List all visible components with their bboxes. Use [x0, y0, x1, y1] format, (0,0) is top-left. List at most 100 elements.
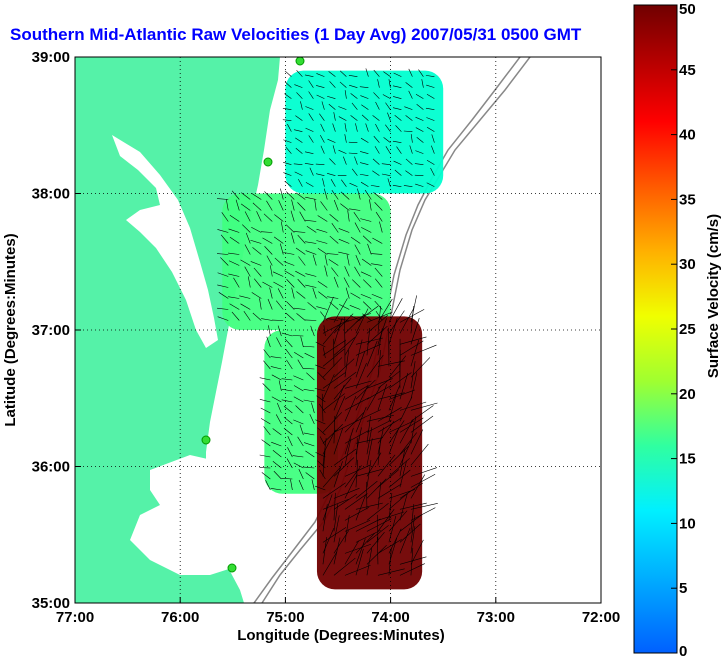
- velocity-vector: [399, 396, 413, 422]
- velocity-vector: [308, 135, 314, 143]
- velocity-vector: [298, 469, 304, 480]
- velocity-vector: [315, 485, 326, 491]
- velocity-vector: [410, 515, 416, 543]
- velocity-vector: [377, 328, 383, 356]
- velocity-vector: [285, 224, 295, 233]
- velocity-vector: [344, 331, 360, 356]
- velocity-vector: [286, 191, 295, 200]
- velocity-vector: [333, 337, 355, 356]
- velocity-vector: [235, 199, 240, 211]
- velocity-vector: [287, 123, 292, 132]
- velocity-vector: [290, 232, 295, 244]
- velocity-vector: [372, 158, 380, 165]
- velocity-vector: [285, 146, 292, 154]
- velocity-vector: [344, 473, 358, 499]
- velocity-vector: [278, 380, 282, 392]
- velocity-vector: [404, 106, 413, 110]
- velocity-vector: [372, 237, 383, 244]
- velocity-vector: [283, 416, 293, 425]
- colorbar-tick-label: 35: [679, 191, 696, 208]
- velocity-vector: [322, 178, 325, 187]
- velocity-vector: [287, 447, 293, 458]
- velocity-vector: [344, 465, 362, 488]
- velocity-vector: [365, 123, 369, 132]
- velocity-vector: [281, 388, 293, 392]
- velocity-vector: [328, 103, 336, 110]
- velocity-vector: [333, 276, 339, 288]
- velocity-vector: [324, 254, 328, 266]
- velocity-vector: [399, 401, 427, 411]
- velocity-vector: [371, 294, 383, 299]
- velocity-vector: [297, 436, 304, 447]
- velocity-vector: [360, 181, 369, 187]
- land-mass: [75, 57, 280, 603]
- velocity-vector: [416, 104, 424, 110]
- velocity-vector: [231, 311, 240, 321]
- velocity-vector: [425, 75, 435, 77]
- velocity-vector: [410, 526, 416, 554]
- velocity-vector: [333, 492, 336, 521]
- velocity-vector: [333, 313, 354, 334]
- velocity-vector: [295, 137, 303, 143]
- velocity-vector: [290, 210, 295, 222]
- velocity-vector: [240, 303, 251, 310]
- colorbar-tick-label: 25: [679, 321, 696, 338]
- velocity-vector: [377, 417, 402, 433]
- velocity-vector: [338, 149, 347, 154]
- x-axis-label: Longitude (Degrees:Minutes): [237, 627, 445, 644]
- velocity-vector: [410, 357, 431, 378]
- velocity-vector: [377, 437, 382, 466]
- velocity-vector: [310, 325, 315, 337]
- velocity-vector: [322, 320, 348, 334]
- velocity-vector: [332, 123, 336, 132]
- velocity-vector: [399, 523, 421, 543]
- velocity-vector: [410, 295, 417, 323]
- velocity-vector: [333, 461, 343, 488]
- velocity-vector: [388, 372, 412, 389]
- velocity-vector: [376, 536, 379, 565]
- velocity-vector: [425, 107, 435, 110]
- velocity-vector: [262, 281, 273, 288]
- velocity-vector: [367, 243, 372, 255]
- velocity-vector: [333, 358, 355, 378]
- radar-station-marker: [227, 563, 237, 573]
- velocity-vector: [291, 199, 295, 211]
- velocity-vector: [305, 284, 317, 288]
- velocity-vector: [355, 362, 367, 389]
- velocity-vector: [321, 101, 325, 110]
- velocity-vector: [381, 163, 391, 165]
- velocity-vector: [293, 231, 306, 233]
- velocity-vector: [333, 457, 355, 477]
- velocity-vector: [405, 82, 413, 88]
- velocity-vector: [329, 214, 339, 222]
- velocity-vector: [393, 160, 402, 165]
- velocity-vector: [247, 276, 251, 288]
- velocity-vector: [282, 119, 292, 121]
- chart-title: Southern Mid-Atlantic Raw Velocities (1 …: [10, 25, 582, 44]
- grid-lines: [75, 57, 601, 603]
- velocity-vector: [393, 96, 402, 99]
- velocity-vector: [355, 123, 358, 132]
- velocity-vector: [366, 340, 378, 367]
- velocity-vector: [316, 228, 328, 233]
- velocity-vector: [344, 564, 371, 576]
- velocity-vector: [270, 487, 282, 491]
- velocity-vector: [322, 504, 328, 532]
- velocity-vector: [355, 459, 359, 488]
- velocity-vector: [276, 337, 282, 348]
- velocity-vector: [284, 81, 292, 88]
- velocity-vector: [393, 72, 402, 77]
- velocity-vector: [355, 437, 359, 466]
- velocity-vector: [377, 407, 402, 422]
- velocity-vector: [371, 263, 383, 266]
- velocity-vector: [292, 455, 304, 458]
- velocity-vector: [252, 312, 262, 321]
- velocity-vector: [355, 254, 361, 266]
- velocity-vector: [283, 252, 295, 255]
- velocity-vector: [297, 278, 306, 288]
- pamlico-sound: [130, 455, 232, 575]
- velocity-vector: [283, 405, 293, 414]
- velocity-vector: [263, 349, 271, 359]
- velocity-vector: [228, 228, 240, 233]
- velocity-vector: [375, 211, 383, 222]
